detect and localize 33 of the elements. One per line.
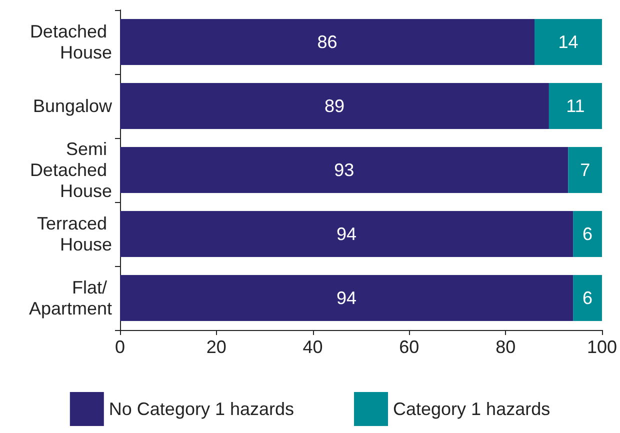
bar: [548, 82, 602, 130]
data-label: 94: [336, 288, 357, 308]
x-tick-label: 20: [206, 337, 226, 357]
bar: [120, 210, 574, 258]
data-label: 6: [582, 288, 593, 308]
y-tick-label: Bungalow: [32, 96, 113, 116]
y-tick-label: Semi Detached House: [30, 139, 112, 201]
y-tick-label: Flat/ Apartment: [28, 278, 112, 318]
bar: [120, 82, 549, 130]
legend-label: Category 1 hazards: [393, 399, 550, 419]
x-tick-label: 0: [114, 337, 126, 357]
bar: [120, 146, 568, 194]
bar: [573, 210, 602, 258]
data-label: 86: [317, 32, 338, 52]
data-label: 14: [558, 32, 578, 52]
bar: [573, 274, 602, 322]
data-label: 94: [336, 224, 357, 244]
x-tick-label: 40: [302, 337, 323, 357]
x-tick-label: 60: [399, 337, 420, 357]
bar: [120, 274, 574, 322]
legend-label: No Category 1 hazards: [108, 399, 294, 419]
data-label: 11: [566, 96, 585, 116]
data-label: 6: [582, 224, 593, 244]
bar: [568, 146, 602, 194]
data-label: 7: [580, 160, 590, 180]
y-tick-label: Terraced House: [36, 214, 112, 254]
y-tick-label: Detached House: [30, 22, 112, 62]
x-tick-label: 80: [496, 337, 516, 357]
data-label: 89: [324, 96, 344, 116]
bar: [534, 18, 602, 66]
data-label: 93: [334, 160, 354, 180]
bar: [120, 18, 535, 66]
x-tick-label: 100: [586, 337, 618, 357]
